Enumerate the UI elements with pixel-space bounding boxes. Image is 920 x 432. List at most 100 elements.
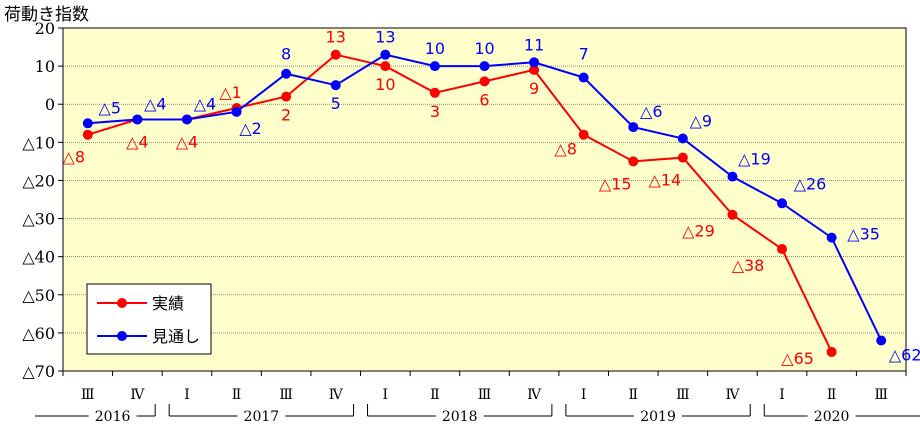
data-label-forecast: 7 [579,45,589,64]
y-tick-label: 20 [35,19,55,38]
y-tick-label: △20 [22,171,55,190]
data-point-forecast [578,72,589,83]
data-label-actual: △38 [732,256,765,275]
y-tick-label: △40 [22,248,55,267]
data-point-forecast [777,198,788,209]
data-label-forecast: △35 [847,225,880,244]
legend-marker-forecast [117,331,127,341]
data-point-forecast [479,61,490,72]
data-label-actual: 10 [375,75,395,94]
series-line-actual [87,53,833,353]
data-label-forecast: △2 [239,119,261,138]
data-point-forecast [281,68,292,79]
data-point-forecast [181,114,192,125]
data-label-forecast: 8 [281,45,291,64]
data-label-forecast: △5 [99,98,121,117]
year-label: 2018 [442,409,478,425]
data-label-actual: △29 [682,222,715,241]
y-tick-label: △30 [22,210,55,229]
data-point-forecast [330,80,341,91]
data-point-actual [727,209,738,220]
data-label-forecast: 10 [425,39,445,58]
data-label-actual: △14 [649,171,682,190]
data-point-forecast [429,61,440,72]
data-point-actual [429,87,440,98]
data-point-forecast [231,106,242,117]
x-axis-ticks: Ⅲ Ⅳ Ⅰ Ⅱ Ⅲ Ⅳ Ⅰ Ⅱ Ⅲ Ⅳ Ⅰ Ⅱ Ⅲ Ⅳ Ⅰ Ⅱ Ⅲ [62,371,907,403]
data-label-forecast: 13 [375,28,395,47]
legend-label-forecast: 見通し [152,327,200,346]
data-label-actual: △1 [219,83,241,102]
x-tick-label: Ⅳ [725,387,740,403]
data-label-actual: △65 [781,349,814,368]
data-point-actual [578,129,589,140]
x-tick-label: Ⅱ [430,387,440,403]
data-label-forecast: △6 [640,102,662,121]
year-label: 2016 [95,409,131,425]
series-layer [82,49,887,357]
legend-label-actual: 実績 [152,294,184,313]
data-label-forecast: 10 [474,39,494,58]
legend-marker-actual [117,298,127,308]
data-label-actual: 6 [479,90,489,109]
data-label-actual: △8 [63,148,85,167]
data-point-actual [380,61,391,72]
year-label: 2017 [244,409,280,425]
data-label-actual: 9 [529,79,539,98]
y-tick-label: 0 [45,95,55,114]
x-tick-label: Ⅰ [383,387,389,403]
y-tick-label: 10 [35,57,55,76]
data-label-actual: 2 [281,106,291,125]
y-axis-ticks: 20 10 0 △10 △20 △30 △40 △50 △60 △70 [22,19,63,381]
x-tick-label: Ⅲ [676,387,690,403]
data-point-forecast [628,122,639,133]
data-point-forecast [529,57,540,68]
year-label: 2019 [640,409,676,425]
data-point-forecast [132,114,143,125]
x-tick-label: Ⅳ [130,387,145,403]
data-point-forecast [82,118,93,129]
x-tick-label: Ⅰ [184,387,190,403]
data-label-forecast: △19 [738,150,771,169]
y-tick-label: △60 [22,324,55,343]
x-tick-label: Ⅳ [527,387,542,403]
data-point-forecast [826,232,837,243]
data-point-forecast [677,133,688,144]
data-point-actual [479,76,490,87]
year-axis: 2016 2017 2018 2019 2020 [35,404,920,425]
x-tick-label: Ⅲ [478,387,492,403]
data-label-forecast: △62 [889,346,920,365]
y-axis-label: 荷動き指数 [4,5,89,25]
data-point-forecast [876,335,887,346]
data-label-forecast: 5 [331,94,341,113]
data-label-actual: 3 [430,102,440,121]
x-tick-label: Ⅳ [329,387,344,403]
data-label-forecast: △4 [144,94,166,113]
data-label-actual: △8 [554,140,576,159]
data-point-actual [826,346,837,357]
data-label-actual: △4 [126,132,148,151]
data-point-actual [281,91,292,102]
legend-box [86,283,212,355]
data-label-actual: △15 [599,174,632,193]
data-point-actual [628,156,639,167]
legend: 実績 見通し [86,283,212,355]
data-label-actual: 13 [326,28,346,47]
x-tick-label: Ⅰ [581,387,587,403]
x-tick-label: Ⅲ [279,387,293,403]
x-tick-label: Ⅱ [232,387,242,403]
data-label-actual: △4 [176,132,198,151]
data-point-forecast [727,171,738,182]
x-tick-label: Ⅲ [874,387,888,403]
y-tick-label: △10 [22,133,55,152]
x-tick-label: Ⅱ [629,387,639,403]
data-point-actual [677,152,688,163]
data-point-actual [777,244,788,255]
y-tick-label: △70 [22,362,55,381]
data-point-actual [330,49,341,60]
y-tick-label: △50 [22,286,55,305]
year-label: 2020 [814,409,850,425]
data-label-forecast: △9 [690,112,712,131]
